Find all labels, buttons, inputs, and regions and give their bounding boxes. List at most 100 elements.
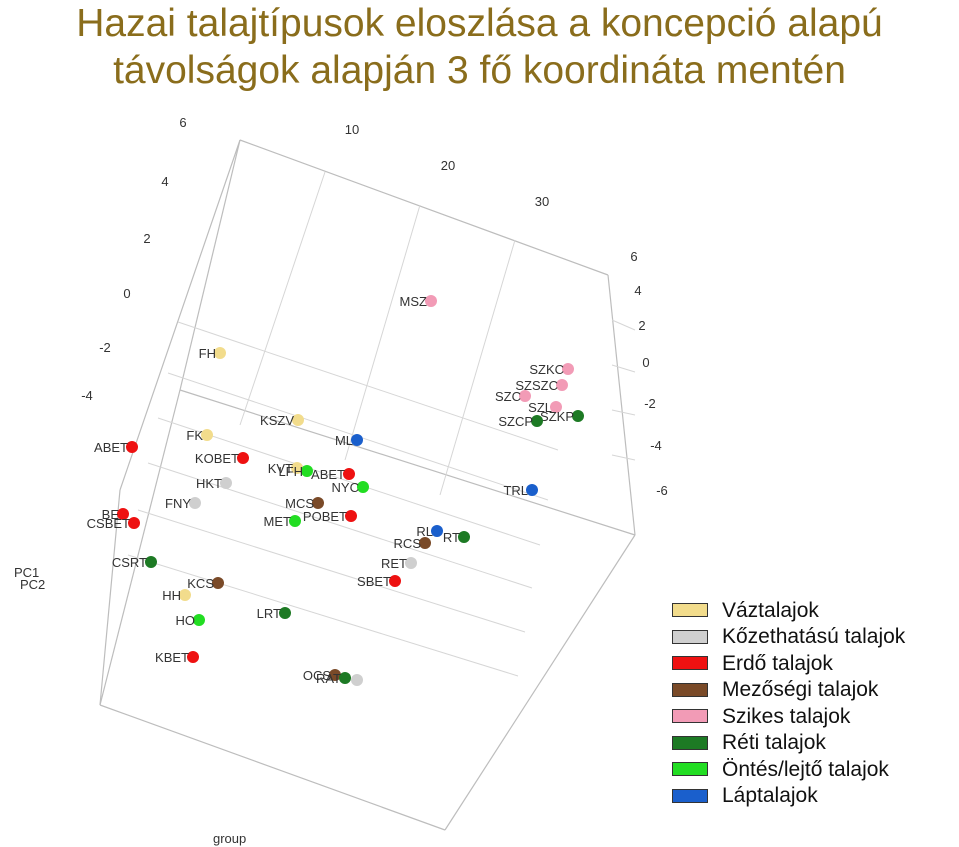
data-point-label: KCS [187,576,214,591]
data-point-label: ABET [94,440,128,455]
left-tick-label: -4 [81,388,93,403]
data-point-label: RT [443,530,460,545]
plot-grid [127,171,636,677]
top-tick-label: 10 [345,122,359,137]
legend-swatch [672,762,708,777]
data-point [237,452,249,464]
data-point-label: SZSZC [515,378,558,393]
legend-label: Mezőségi talajok [722,678,879,702]
legend-item: Öntés/lejtő talajok [672,756,905,783]
legend-item: Kőzethatású talajok [672,624,905,651]
data-point-label: HO [176,613,196,628]
data-point-label: RCS [394,536,422,551]
data-point [289,515,301,527]
box-edge [99,704,446,831]
data-point [343,468,355,480]
data-point [405,557,417,569]
grid-line [127,554,519,677]
data-point-label: KOBET [195,451,239,466]
grid-line [611,319,636,331]
data-point [189,497,201,509]
data-point-label: SZKP [540,409,574,424]
pc1-axis-label: PC1 [14,565,39,580]
box-edge [119,139,241,491]
legend-swatch [672,735,708,750]
legend-swatch [672,656,708,671]
legend-label: Láptalajok [722,784,818,808]
grid-line [611,409,636,416]
data-point [214,347,226,359]
data-point [179,589,191,601]
grid-line [439,239,516,496]
data-point-label: CSBET [87,516,130,531]
right-tick-label: -6 [656,483,668,498]
data-point [117,508,129,520]
legend-item: Réti talajok [672,730,905,757]
box-edge [444,534,636,831]
data-point [193,614,205,626]
data-point [531,415,543,427]
data-point-label: KBET [155,650,189,665]
box-edge [239,139,609,276]
data-point [329,669,341,681]
left-tick-label: 4 [161,174,168,189]
data-point [291,462,303,474]
grid-line [177,321,559,451]
data-point-label: FNY [165,496,191,511]
data-point [458,531,470,543]
data-point [431,525,443,537]
data-point [425,295,437,307]
box-edge [99,389,181,706]
data-point [128,517,140,529]
data-point [301,465,313,477]
data-point-label: SZL [528,400,552,415]
left-tick-label: 6 [179,115,186,130]
data-point-label: NYC [332,480,359,495]
data-point-label: RAT [316,671,341,686]
legend-swatch [672,709,708,724]
pc2-axis-label: PC2 [20,577,45,592]
plot-box-frame [99,139,636,831]
legend-item: Mezőségi talajok [672,677,905,704]
data-point-label: SZKC [529,362,564,377]
legend-item: Erdő talajok [672,650,905,677]
legend-item: Szikes talajok [672,703,905,730]
legend-label: Erdő talajok [722,651,833,675]
legend-label: Szikes talajok [722,704,851,728]
top-tick-label: 20 [441,158,455,173]
data-point [550,401,562,413]
data-point [357,481,369,493]
data-point [519,390,531,402]
grid-line [147,462,533,589]
data-point [562,363,574,375]
box-edge [99,489,121,706]
data-point-label: SZCP [498,414,533,429]
chart-title-line2: távolságok alapján 3 fő koordináta menté… [113,49,846,92]
grid-line [239,171,326,426]
data-point [292,414,304,426]
box-edge [607,274,636,536]
data-point [220,477,232,489]
data-point-label: ML [335,433,353,448]
data-point [345,510,357,522]
legend-swatch [672,788,708,803]
legend-swatch [672,603,708,618]
legend-label: Öntés/lejtő talajok [722,757,889,781]
data-point [312,497,324,509]
data-point-label: MSZ [400,294,428,309]
data-point-label: RL [416,524,433,539]
data-point [279,607,291,619]
right-tick-label: 6 [630,249,637,264]
data-point [419,537,431,549]
data-point [212,577,224,589]
data-point-label: KSZV [260,413,294,428]
grid-line [344,204,421,461]
data-point-label: MCS [285,496,314,511]
box-edge [179,389,636,536]
data-point-label: ABET [311,467,345,482]
legend-label: Kőzethatású talajok [722,625,906,649]
grid-line [611,364,636,373]
